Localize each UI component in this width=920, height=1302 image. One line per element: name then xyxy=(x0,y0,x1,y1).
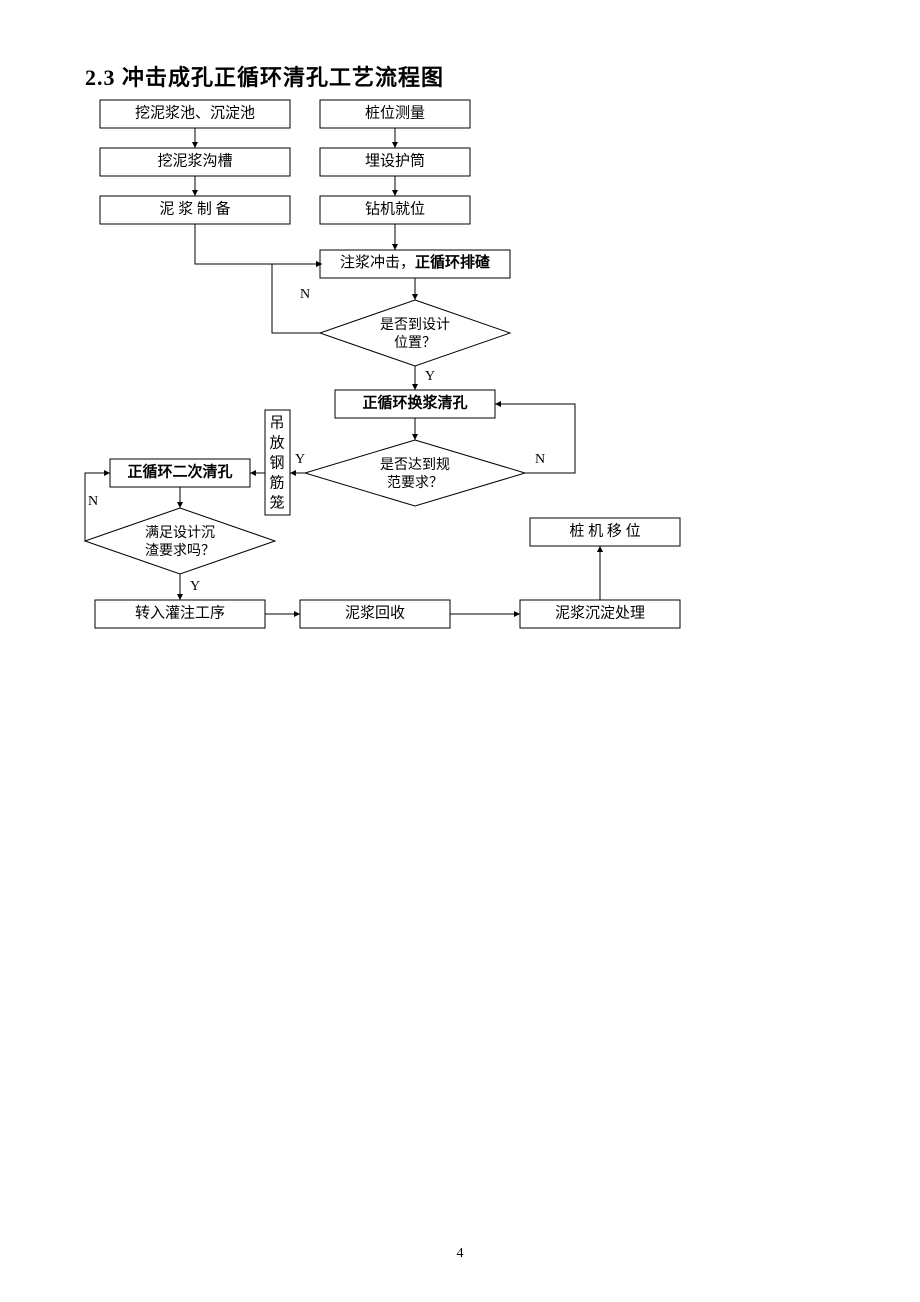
node-set-casing-label: 埋设护筒 xyxy=(365,152,425,169)
label-d2-yes: Y xyxy=(295,452,305,467)
node-circulate-clean-label: 正循环换浆清孔 xyxy=(362,393,467,411)
node-lower-cage-c3: 钢 xyxy=(269,454,284,471)
node-pile-survey-label: 桩位测量 xyxy=(365,104,425,121)
node-mud-prep-label: 泥 浆 制 备 xyxy=(159,199,230,217)
edge-a3-c1 xyxy=(195,224,322,264)
node-lower-cage-c1: 吊 xyxy=(269,414,284,431)
decision-spec-req-l2: 范要求？ xyxy=(387,474,443,491)
node-pour-step-label: 转入灌注工序 xyxy=(135,604,225,621)
flowchart: 挖泥浆池、沉淀池 挖泥浆沟槽 泥 浆 制 备 桩位测量 埋设护筒 钻机就位 注浆… xyxy=(0,0,920,1302)
node-lower-cage-c2: 放 xyxy=(269,434,284,451)
node-dig-trench-label: 挖泥浆沟槽 xyxy=(157,151,232,169)
node-dig-pond-label: 挖泥浆池、沉淀池 xyxy=(135,103,255,121)
page-number: 4 xyxy=(457,1246,464,1262)
node-mud-recover-label: 泥浆回收 xyxy=(345,603,405,621)
node-second-clean-label: 正循环二次清孔 xyxy=(127,462,232,480)
decision-design-position-l2: 位置？ xyxy=(394,335,436,351)
node-mud-settle-label: 泥浆沉淀处理 xyxy=(555,603,645,621)
label-d1-no: N xyxy=(300,287,310,302)
decision-sediment-req-l2: 渣要求吗？ xyxy=(145,543,215,559)
label-d1-yes: Y xyxy=(425,369,435,384)
node-lower-cage-c4: 筋 xyxy=(269,474,284,491)
node-grout-impact-label: 注浆冲击，正循环排碴 xyxy=(340,253,491,271)
label-d2-no: N xyxy=(535,452,545,467)
decision-spec-req-l1: 是否达到规 xyxy=(380,457,450,473)
node-rig-position-label: 钻机就位 xyxy=(365,200,425,217)
label-d3-yes: Y xyxy=(190,579,200,594)
node-lower-cage-c5: 笼 xyxy=(269,494,284,511)
page: 2.3 冲击成孔正循环清孔工艺流程图 挖泥浆池、沉淀池 挖泥浆沟槽 泥 浆 制 … xyxy=(0,0,920,1302)
decision-sediment-req-l1: 满足设计沉 xyxy=(145,525,215,541)
label-d3-no: N xyxy=(88,494,98,509)
node-rig-move-label: 桩 机 移 位 xyxy=(569,522,640,539)
decision-design-position-l1: 是否到设计 xyxy=(380,317,450,333)
edge-d1-no xyxy=(272,264,322,333)
